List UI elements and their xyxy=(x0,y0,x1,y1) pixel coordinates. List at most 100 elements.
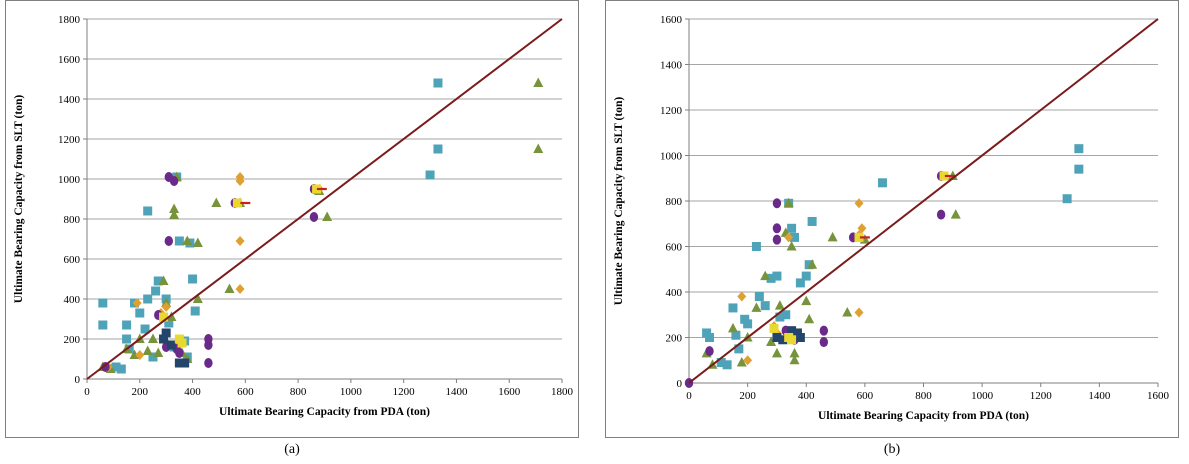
chart-panel-a: 0 200 400 600 800 1000 1200 1400 1600 1800 0 200 400… xyxy=(5,0,579,464)
scatter-chart-b: 0 200 400 600 800 1000 1200 1400 1600 0 200 400 600 8… xyxy=(613,14,1170,422)
data-point-diamond xyxy=(135,350,145,360)
data-point-diamond xyxy=(743,355,753,366)
x-tick-label: 400 xyxy=(798,390,815,402)
y-tick-label: 0 xyxy=(75,374,81,386)
data-point-diamond xyxy=(132,298,142,308)
data-point-square xyxy=(433,144,443,154)
data-point-triangle xyxy=(153,347,164,357)
data-point-square xyxy=(148,352,158,362)
x-tick-label: 1000 xyxy=(971,390,994,402)
data-point-square xyxy=(425,170,435,180)
data-point-square xyxy=(804,260,814,270)
data-point-triangle xyxy=(842,306,853,317)
data-point-triangle xyxy=(807,259,818,269)
data-point-triangle xyxy=(158,275,169,285)
data-point-square xyxy=(111,362,121,372)
data-point-square xyxy=(740,314,750,324)
data-point-square xyxy=(792,328,802,338)
data-point-diamond xyxy=(235,236,245,246)
series-4-markers xyxy=(772,326,805,345)
data-point-square xyxy=(939,171,949,181)
data-point-square xyxy=(180,358,190,368)
data-point-diamond xyxy=(784,232,794,243)
data-point-triangle xyxy=(533,143,544,153)
data-point-triangle xyxy=(789,354,800,365)
data-point-square xyxy=(164,318,174,328)
data-point-triangle xyxy=(169,203,180,213)
x-tick-label: 1600 xyxy=(1147,390,1170,402)
data-point-square xyxy=(754,292,764,302)
data-point-circle xyxy=(169,176,179,186)
data-point-square xyxy=(751,242,761,251)
y-tick-label: 600 xyxy=(64,254,81,266)
series-4-markers xyxy=(159,328,190,368)
y-tick-label: 800 xyxy=(666,196,683,208)
chart-frame-b: 0 200 400 600 800 1000 1200 1400 1600 0 200 400 600 8… xyxy=(605,0,1179,438)
series-5-markers xyxy=(159,184,322,348)
x-tick-label: 800 xyxy=(915,390,932,402)
reference-line xyxy=(688,18,1159,384)
data-point-triangle xyxy=(827,231,838,242)
data-point-diamond xyxy=(737,291,747,302)
x-tick-label: 800 xyxy=(290,386,307,398)
data-point-square xyxy=(854,232,864,242)
data-point-triangle xyxy=(751,302,762,312)
data-point-square xyxy=(772,271,782,281)
data-point-diamond xyxy=(161,302,171,312)
data-point-circle xyxy=(309,212,319,222)
data-point-square xyxy=(807,216,817,226)
series-6-markers xyxy=(240,187,327,205)
data-point-diamond xyxy=(857,223,867,234)
data-point-square xyxy=(787,223,797,233)
x-tick-label: 0 xyxy=(84,386,90,398)
x-tick-label: 1200 xyxy=(1030,390,1053,402)
data-point-square xyxy=(190,306,200,316)
series-0-markers xyxy=(702,144,1084,370)
data-point-square xyxy=(702,328,712,338)
x-tick-label: 1000 xyxy=(340,386,363,398)
data-point-triangle xyxy=(322,211,333,221)
data-point-triangle xyxy=(182,235,193,245)
data-point-square xyxy=(716,358,726,368)
data-point-circle xyxy=(819,337,829,348)
data-point-triangle xyxy=(736,357,747,367)
x-axis-title: Ultimate Bearing Capacity from PDA (ton) xyxy=(818,410,1029,422)
data-point-diamond xyxy=(854,198,864,209)
data-point-square xyxy=(728,303,738,313)
x-tick-label: 1400 xyxy=(1088,390,1111,402)
y-tick-label: 1200 xyxy=(660,105,683,117)
data-point-square xyxy=(312,184,322,194)
y-tick-label: 0 xyxy=(677,378,683,390)
data-point-triangle xyxy=(727,322,738,333)
series-3-markers xyxy=(101,172,319,372)
data-point-square xyxy=(705,333,715,342)
y-tick-label: 1400 xyxy=(660,60,683,72)
y-tick-label: 1200 xyxy=(58,134,81,146)
x-tick-label: 0 xyxy=(686,390,692,402)
data-point-square xyxy=(98,320,108,330)
y-tick-label: 400 xyxy=(666,287,683,299)
y-tick-label: 400 xyxy=(64,294,81,306)
data-point-diamond xyxy=(235,176,245,186)
scatter-chart-a: 0 200 400 600 800 1000 1200 1400 1600 1800 0 200 400… xyxy=(13,14,574,418)
data-point-diamond xyxy=(235,284,245,294)
data-point-square xyxy=(433,78,443,88)
data-point-square xyxy=(161,328,171,338)
y-tick-label: 1800 xyxy=(58,14,81,26)
data-point-square xyxy=(1062,194,1072,204)
data-point-circle xyxy=(175,348,184,358)
data-point-triangle xyxy=(789,347,800,358)
x-tick-label: 1200 xyxy=(393,386,416,398)
data-point-square xyxy=(766,273,776,283)
data-point-triangle xyxy=(774,300,785,310)
data-point-square xyxy=(159,312,169,322)
data-point-square xyxy=(140,324,150,334)
data-point-triangle xyxy=(786,241,797,251)
data-point-square xyxy=(731,330,741,340)
data-point-triangle xyxy=(804,313,815,324)
data-point-triangle xyxy=(192,237,203,247)
data-point-triangle xyxy=(169,209,180,219)
x-tick-label: 600 xyxy=(857,390,874,402)
data-point-square xyxy=(787,326,797,336)
data-point-square xyxy=(781,310,791,320)
